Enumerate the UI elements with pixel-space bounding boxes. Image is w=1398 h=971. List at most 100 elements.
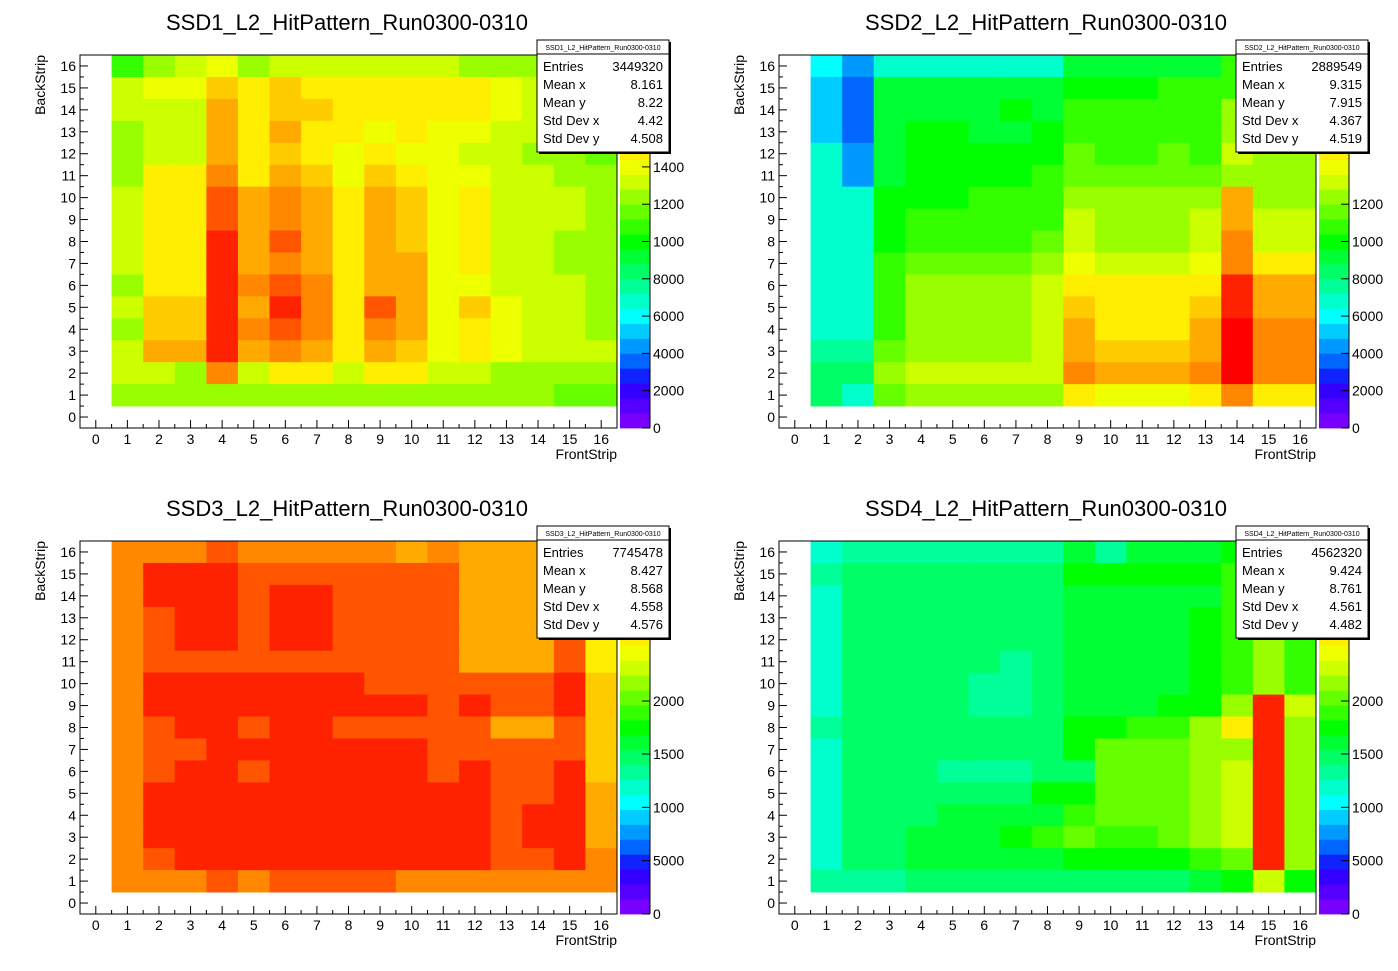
heatmap-cell xyxy=(936,252,969,275)
heatmap-cell xyxy=(332,98,365,122)
heatmap-cell xyxy=(1000,274,1033,297)
heatmap-cell xyxy=(1284,716,1317,739)
palette-swatch xyxy=(620,383,650,399)
heatmap-cell xyxy=(810,296,843,319)
heatmap-cell xyxy=(174,672,207,695)
heatmap-cell xyxy=(810,848,843,871)
heatmap-cell xyxy=(395,164,428,188)
heatmap-cell xyxy=(1221,340,1254,363)
heatmap-cell xyxy=(332,274,365,297)
heatmap-cell xyxy=(936,98,969,122)
heatmap-cell xyxy=(585,848,618,871)
heatmap-cell xyxy=(1094,230,1127,253)
heatmap-cell xyxy=(1158,186,1191,209)
heatmap-cell xyxy=(490,55,523,78)
heatmap-cell xyxy=(1252,694,1285,717)
heatmap-cell xyxy=(1000,650,1033,674)
z-tick-label: 4000 xyxy=(653,345,684,361)
heatmap-cell xyxy=(553,164,586,188)
heatmap-cell xyxy=(364,738,397,761)
heatmap-cell xyxy=(174,848,207,871)
heatmap-cell xyxy=(301,252,334,275)
palette-swatch xyxy=(1319,248,1349,265)
heatmap-cell xyxy=(522,164,555,188)
heatmap-cell xyxy=(905,384,938,407)
heatmap-cell xyxy=(111,694,144,717)
z-tick-label: 1000 xyxy=(653,799,684,815)
heatmap-cell xyxy=(553,318,586,341)
heatmap-cell xyxy=(936,186,969,209)
heatmap-cell xyxy=(553,804,586,827)
heatmap-cell xyxy=(1063,628,1096,652)
heatmap-cell xyxy=(1063,848,1096,871)
stats-value: 2889549 xyxy=(1311,59,1362,74)
heatmap-cell xyxy=(269,628,302,652)
heatmap-cell xyxy=(936,55,969,78)
stats-key: Mean x xyxy=(543,77,586,92)
palette-swatch xyxy=(620,749,650,766)
z-tick-label: 1400 xyxy=(653,159,684,175)
heatmap-cell xyxy=(1252,208,1285,231)
heatmap-cell xyxy=(111,870,144,893)
palette-swatch xyxy=(620,899,650,915)
heatmap-cell xyxy=(810,142,843,166)
heatmap-cell xyxy=(206,562,239,586)
heatmap-cell xyxy=(1031,340,1064,363)
heatmap-cell xyxy=(968,55,1001,78)
z-tick-label: 1200 xyxy=(653,196,684,212)
stats-key: Std Dev x xyxy=(1242,599,1299,614)
heatmap-cell xyxy=(585,296,618,319)
heatmap-cell xyxy=(111,562,144,586)
heatmap-cell xyxy=(332,230,365,253)
heatmap-cell xyxy=(237,584,270,608)
x-tick-label: 0 xyxy=(92,431,100,447)
heatmap-cell xyxy=(301,384,334,407)
heatmap-cell xyxy=(810,384,843,407)
heatmap-cell xyxy=(1000,848,1033,871)
heatmap-cell xyxy=(111,230,144,253)
y-tick-label: 13 xyxy=(759,124,775,140)
heatmap-cell xyxy=(395,296,428,319)
heatmap-cell xyxy=(842,562,875,586)
heatmap-cell xyxy=(1031,318,1064,341)
heatmap-cell xyxy=(936,804,969,827)
heatmap-cell xyxy=(427,738,460,761)
heatmap-cell xyxy=(490,142,523,166)
heatmap-cell xyxy=(842,782,875,805)
heatmap-cell xyxy=(1189,186,1222,209)
stats-key: Std Dev x xyxy=(543,599,600,614)
heatmap-cell xyxy=(143,186,176,209)
y-tick-label: 5 xyxy=(767,785,775,801)
heatmap-cell xyxy=(1158,804,1191,827)
heatmap-cell xyxy=(332,541,365,564)
heatmap-cell xyxy=(1063,296,1096,319)
heatmap-cell xyxy=(936,164,969,188)
heatmap-cell xyxy=(936,120,969,144)
heatmap-cell xyxy=(143,584,176,608)
palette-swatch xyxy=(1319,749,1349,766)
heatmap-cell xyxy=(1031,76,1064,100)
x-tick-label: 14 xyxy=(1229,431,1245,447)
heatmap-cell xyxy=(968,186,1001,209)
heatmap-cell xyxy=(111,362,144,385)
z-tick-label: 0 xyxy=(653,906,661,922)
heatmap-cell xyxy=(810,208,843,231)
heatmap-cell xyxy=(206,804,239,827)
palette-swatch xyxy=(1319,764,1349,781)
heatmap-cell xyxy=(1284,230,1317,253)
y-tick-label: 6 xyxy=(68,277,76,293)
heatmap-cell xyxy=(237,826,270,849)
x-tick-label: 5 xyxy=(250,431,258,447)
heatmap-cell xyxy=(1284,384,1317,407)
heatmap-cell xyxy=(332,252,365,275)
heatmap-cell xyxy=(237,672,270,695)
palette-swatch xyxy=(620,278,650,295)
heatmap-cell xyxy=(968,650,1001,674)
heatmap-cell xyxy=(1284,848,1317,871)
heatmap-cell xyxy=(459,738,492,761)
x-tick-label: 1 xyxy=(123,917,131,933)
heatmap-cell xyxy=(395,826,428,849)
stats-value: 4.561 xyxy=(1329,599,1362,614)
heatmap-cell xyxy=(1063,384,1096,407)
heatmap-cell xyxy=(269,716,302,739)
